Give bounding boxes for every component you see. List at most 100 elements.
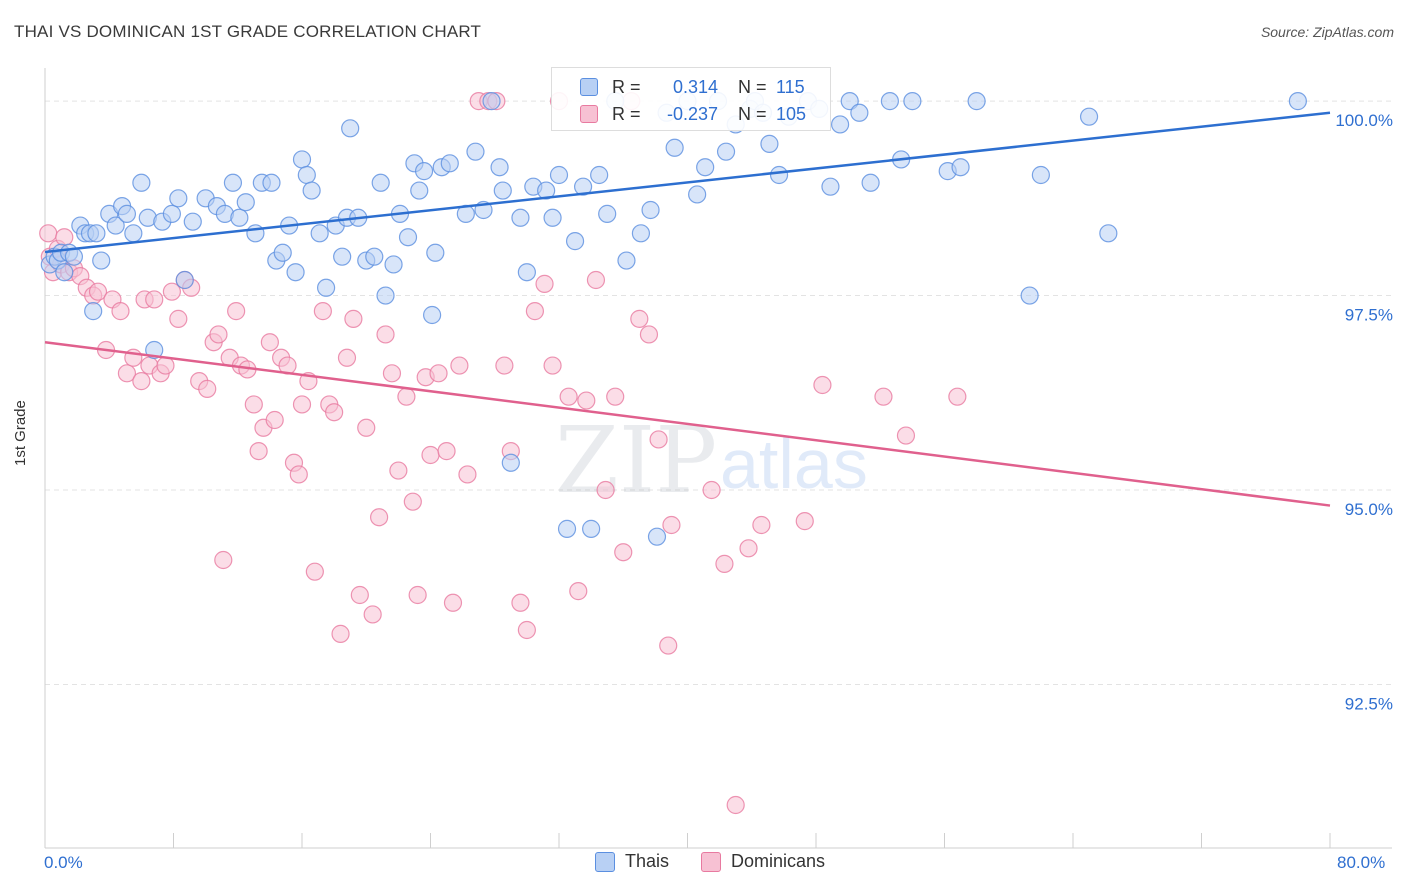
thais-point xyxy=(132,173,151,192)
dominicans-point xyxy=(55,228,74,247)
dominicans-point xyxy=(450,356,469,375)
thais-point xyxy=(302,181,321,200)
thais-point xyxy=(84,302,103,321)
dominicans-point xyxy=(795,512,814,531)
dominicans-point xyxy=(403,492,422,511)
thais-point xyxy=(850,103,869,122)
thais-point xyxy=(501,453,520,472)
r-label: R = xyxy=(612,103,641,124)
dominicans-point xyxy=(313,302,332,321)
dominicans-point xyxy=(896,426,916,445)
thais-point xyxy=(273,243,292,262)
thais-point xyxy=(316,278,336,297)
dominicans-point xyxy=(662,515,681,535)
trend-lines xyxy=(44,111,1331,507)
thais-swatch xyxy=(580,78,598,96)
series-legend: Thais Dominicans xyxy=(595,851,825,872)
watermark-zip: ZIP xyxy=(555,407,717,514)
thais-point xyxy=(376,286,395,305)
thais-point xyxy=(537,181,556,200)
dominicans-point xyxy=(376,325,395,344)
y-tick-label: 92.5% xyxy=(1345,694,1393,713)
y-tick-label: 97.5% xyxy=(1345,306,1393,325)
thais-point xyxy=(598,204,617,223)
dominicans-point xyxy=(209,325,228,344)
dominicans-point xyxy=(659,636,678,655)
thais-point xyxy=(175,270,194,290)
dominicans-point xyxy=(429,364,448,383)
dominicans-point xyxy=(214,550,233,570)
thais-point xyxy=(830,115,850,134)
thais-point xyxy=(292,150,312,169)
thais-point xyxy=(297,165,316,185)
dominicans-point xyxy=(260,333,279,352)
dominicans-points xyxy=(39,92,967,815)
dominicans-point xyxy=(739,539,758,558)
y-tick-labels: 92.5% 95.0% 97.5% 100.0% xyxy=(1335,111,1393,713)
dominicans-point xyxy=(543,356,562,375)
thais-point xyxy=(333,247,352,266)
thais-point xyxy=(517,263,536,282)
thais-point xyxy=(647,527,667,546)
thais-point xyxy=(760,134,779,153)
dominicans-swatch xyxy=(580,105,598,123)
thais-point xyxy=(482,92,501,111)
dominicans-point xyxy=(535,274,554,293)
thais-point xyxy=(466,142,485,161)
dominicans-point xyxy=(117,364,137,383)
thais-points xyxy=(40,92,1307,546)
y-tick-label: 100.0% xyxy=(1335,111,1393,130)
thais-point xyxy=(124,224,143,243)
dominicans-point xyxy=(397,387,416,406)
r-value: -0.237 xyxy=(666,103,718,124)
thais-point xyxy=(92,251,111,270)
dominicans-point xyxy=(649,430,668,449)
thais-point xyxy=(384,255,403,274)
thais-point xyxy=(511,208,530,227)
dominicans-point xyxy=(421,445,440,465)
thais-trend-line xyxy=(44,111,1331,254)
r-value: 0.314 xyxy=(672,76,718,97)
dominicans-point xyxy=(517,620,536,640)
thais-point xyxy=(55,263,74,282)
dominicans-point xyxy=(88,282,108,301)
thais-point xyxy=(426,243,445,262)
thais-point xyxy=(665,138,684,157)
dominicans-point xyxy=(389,461,408,480)
thais-legend-label: Thais xyxy=(625,851,670,871)
dominicans-point xyxy=(382,364,402,383)
thais-point xyxy=(145,340,164,360)
dominicans-point xyxy=(752,515,771,535)
thais-point xyxy=(493,181,512,200)
dominicans-point xyxy=(586,270,606,290)
dominicans-point xyxy=(331,624,350,643)
thais-point xyxy=(162,204,181,223)
chart-title: THAI VS DOMINICAN 1ST GRADE CORRELATION … xyxy=(14,22,482,41)
source-credit: Source: ZipAtlas.com xyxy=(1260,24,1394,40)
thais-point xyxy=(573,177,593,196)
dominicans-legend-swatch xyxy=(701,851,722,872)
thais-point xyxy=(840,92,859,111)
n-label: N = xyxy=(738,103,767,124)
dominicans-point xyxy=(630,309,649,328)
thais-point xyxy=(641,200,660,220)
thais-point xyxy=(87,224,106,243)
dominicans-point xyxy=(337,348,357,367)
dominicans-point xyxy=(227,302,246,321)
thais-point xyxy=(341,119,360,138)
dominicans-point xyxy=(350,585,369,605)
dominicans-point xyxy=(813,375,832,395)
thais-point xyxy=(688,185,707,204)
n-value: 105 xyxy=(776,103,807,124)
thais-point xyxy=(230,208,249,227)
dominicans-point xyxy=(244,395,263,414)
thais-point xyxy=(549,165,569,185)
thais-point xyxy=(967,92,986,111)
stats-legend: R = 0.314 N = 115 R = -0.237 N = 105 xyxy=(551,67,831,131)
dominicans-point xyxy=(289,465,308,484)
thais-point xyxy=(1020,286,1039,305)
thais-point xyxy=(371,173,390,192)
legend-row-thais: R = 0.314 N = 115 xyxy=(552,73,805,101)
dominicans-point xyxy=(363,605,382,624)
